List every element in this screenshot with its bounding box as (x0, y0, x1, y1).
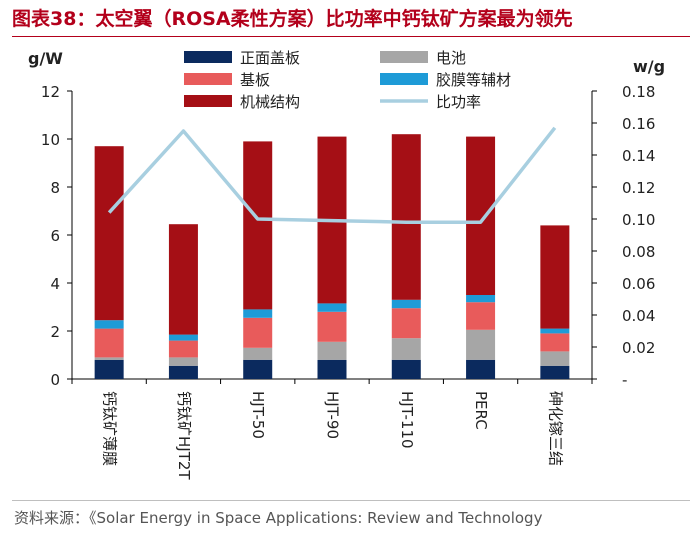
bar-segment-mechanical (94, 146, 124, 321)
y-left-tick-label: 8 (50, 179, 60, 197)
bar-segment-glue-film (243, 309, 273, 318)
legend-label: 基板 (240, 71, 270, 89)
legend-label: 比功率 (436, 93, 481, 111)
bar-segment-battery (317, 341, 347, 360)
title-divider (12, 36, 690, 37)
bar-segment-substrate (466, 302, 496, 330)
x-category-label: 砷化镓三结 (546, 391, 564, 466)
bar-segment-front-panel (94, 359, 124, 379)
bar-segment-glue-film (94, 320, 124, 329)
bar-segment-glue-film (317, 303, 347, 312)
y-left-tick-label: 10 (41, 131, 60, 149)
specific-power-line (107, 126, 557, 224)
y-left-tick-label: 6 (50, 227, 60, 245)
source-note: 资料来源：《Solar Energy in Space Applications… (14, 509, 543, 527)
y-right-tick-label: 0.02 (622, 339, 655, 357)
bar-segment-mechanical (540, 225, 570, 329)
x-category-label: HJT-50 (249, 391, 267, 439)
bar-segment-glue-film (466, 295, 496, 303)
legend-swatch-mechanical (184, 95, 232, 107)
bar-segment-front-panel (317, 359, 347, 379)
x-category-label: HJT-90 (324, 391, 342, 439)
legend-swatch-glue-film (380, 73, 428, 85)
y-right-tick-label: 0.10 (622, 211, 655, 229)
y-right-tick-label: 0.08 (622, 243, 655, 261)
bar-segment-glue-film (168, 334, 198, 341)
y-left-tick-label: 4 (50, 275, 60, 293)
y-right-tick-label: 0.04 (622, 307, 655, 325)
bar-segment-mechanical (391, 134, 421, 300)
bar-segment-front-panel (540, 365, 570, 379)
footer-divider (12, 500, 690, 501)
legend-label: 电池 (436, 49, 466, 67)
x-category-label: PERC (472, 391, 490, 430)
y-left-tick-label: 12 (41, 83, 60, 101)
bar-segment-battery (391, 338, 421, 360)
bar-segment-battery (168, 357, 198, 366)
bar-segment-front-panel (466, 359, 496, 379)
bar-segment-front-panel (391, 359, 421, 379)
bar-segment-substrate (243, 317, 273, 348)
legend-swatch-substrate (184, 73, 232, 85)
bar-segment-substrate (391, 308, 421, 339)
y-left-tick-label: 2 (50, 323, 60, 341)
legend-swatch-battery (380, 51, 428, 63)
bar-segment-battery (243, 347, 273, 360)
y-right-tick-label: 0.14 (622, 147, 655, 165)
bar-segment-mechanical (466, 136, 496, 295)
x-category-label: HJT-110 (398, 391, 416, 449)
bar-segment-mechanical (243, 141, 273, 310)
bar-segment-substrate (94, 328, 124, 358)
bar-segment-battery (94, 357, 124, 360)
legend-label: 机械结构 (240, 93, 300, 111)
bar-segment-front-panel (243, 359, 273, 379)
legend-label: 胶膜等辅材 (436, 71, 511, 89)
bar-segment-glue-film (540, 328, 570, 334)
y-left-axis-label: g/W (28, 49, 63, 68)
y-left-tick-label: 0 (50, 371, 60, 389)
bar-segment-substrate (317, 311, 347, 342)
y-right-tick-label: - (622, 371, 627, 389)
bar-segment-battery (466, 329, 496, 360)
bar-segment-substrate (168, 340, 198, 358)
y-right-axis-label: w/g (633, 57, 665, 76)
legend-label: 正面盖板 (240, 49, 300, 67)
bar-segment-glue-film (391, 299, 421, 309)
x-category-label: 钙钛矿HJT2T (175, 391, 193, 480)
chart-title: 图表38：太空翼（ROSA柔性方案）比功率中钙钛矿方案最为领先 (12, 8, 573, 30)
bar-segment-battery (540, 351, 570, 366)
stacked-bar-line-chart: 0 2 4 6 8 10 12 - 0.02 0.04 0.06 0.08 0.10 0.12 0.14 0.… (28, 49, 665, 480)
y-right-tick-label: 0.16 (622, 115, 655, 133)
bar-segment-substrate (540, 333, 570, 352)
bar-segment-front-panel (168, 365, 198, 379)
x-category-label: 钙钛矿薄膜 (101, 391, 119, 466)
y-right-tick-label: 0.06 (622, 275, 655, 293)
y-right-tick-label: 0.18 (622, 83, 655, 101)
bar-segment-mechanical (168, 224, 198, 335)
y-right-tick-label: 0.12 (622, 179, 655, 197)
legend-swatch-front-panel (184, 51, 232, 63)
